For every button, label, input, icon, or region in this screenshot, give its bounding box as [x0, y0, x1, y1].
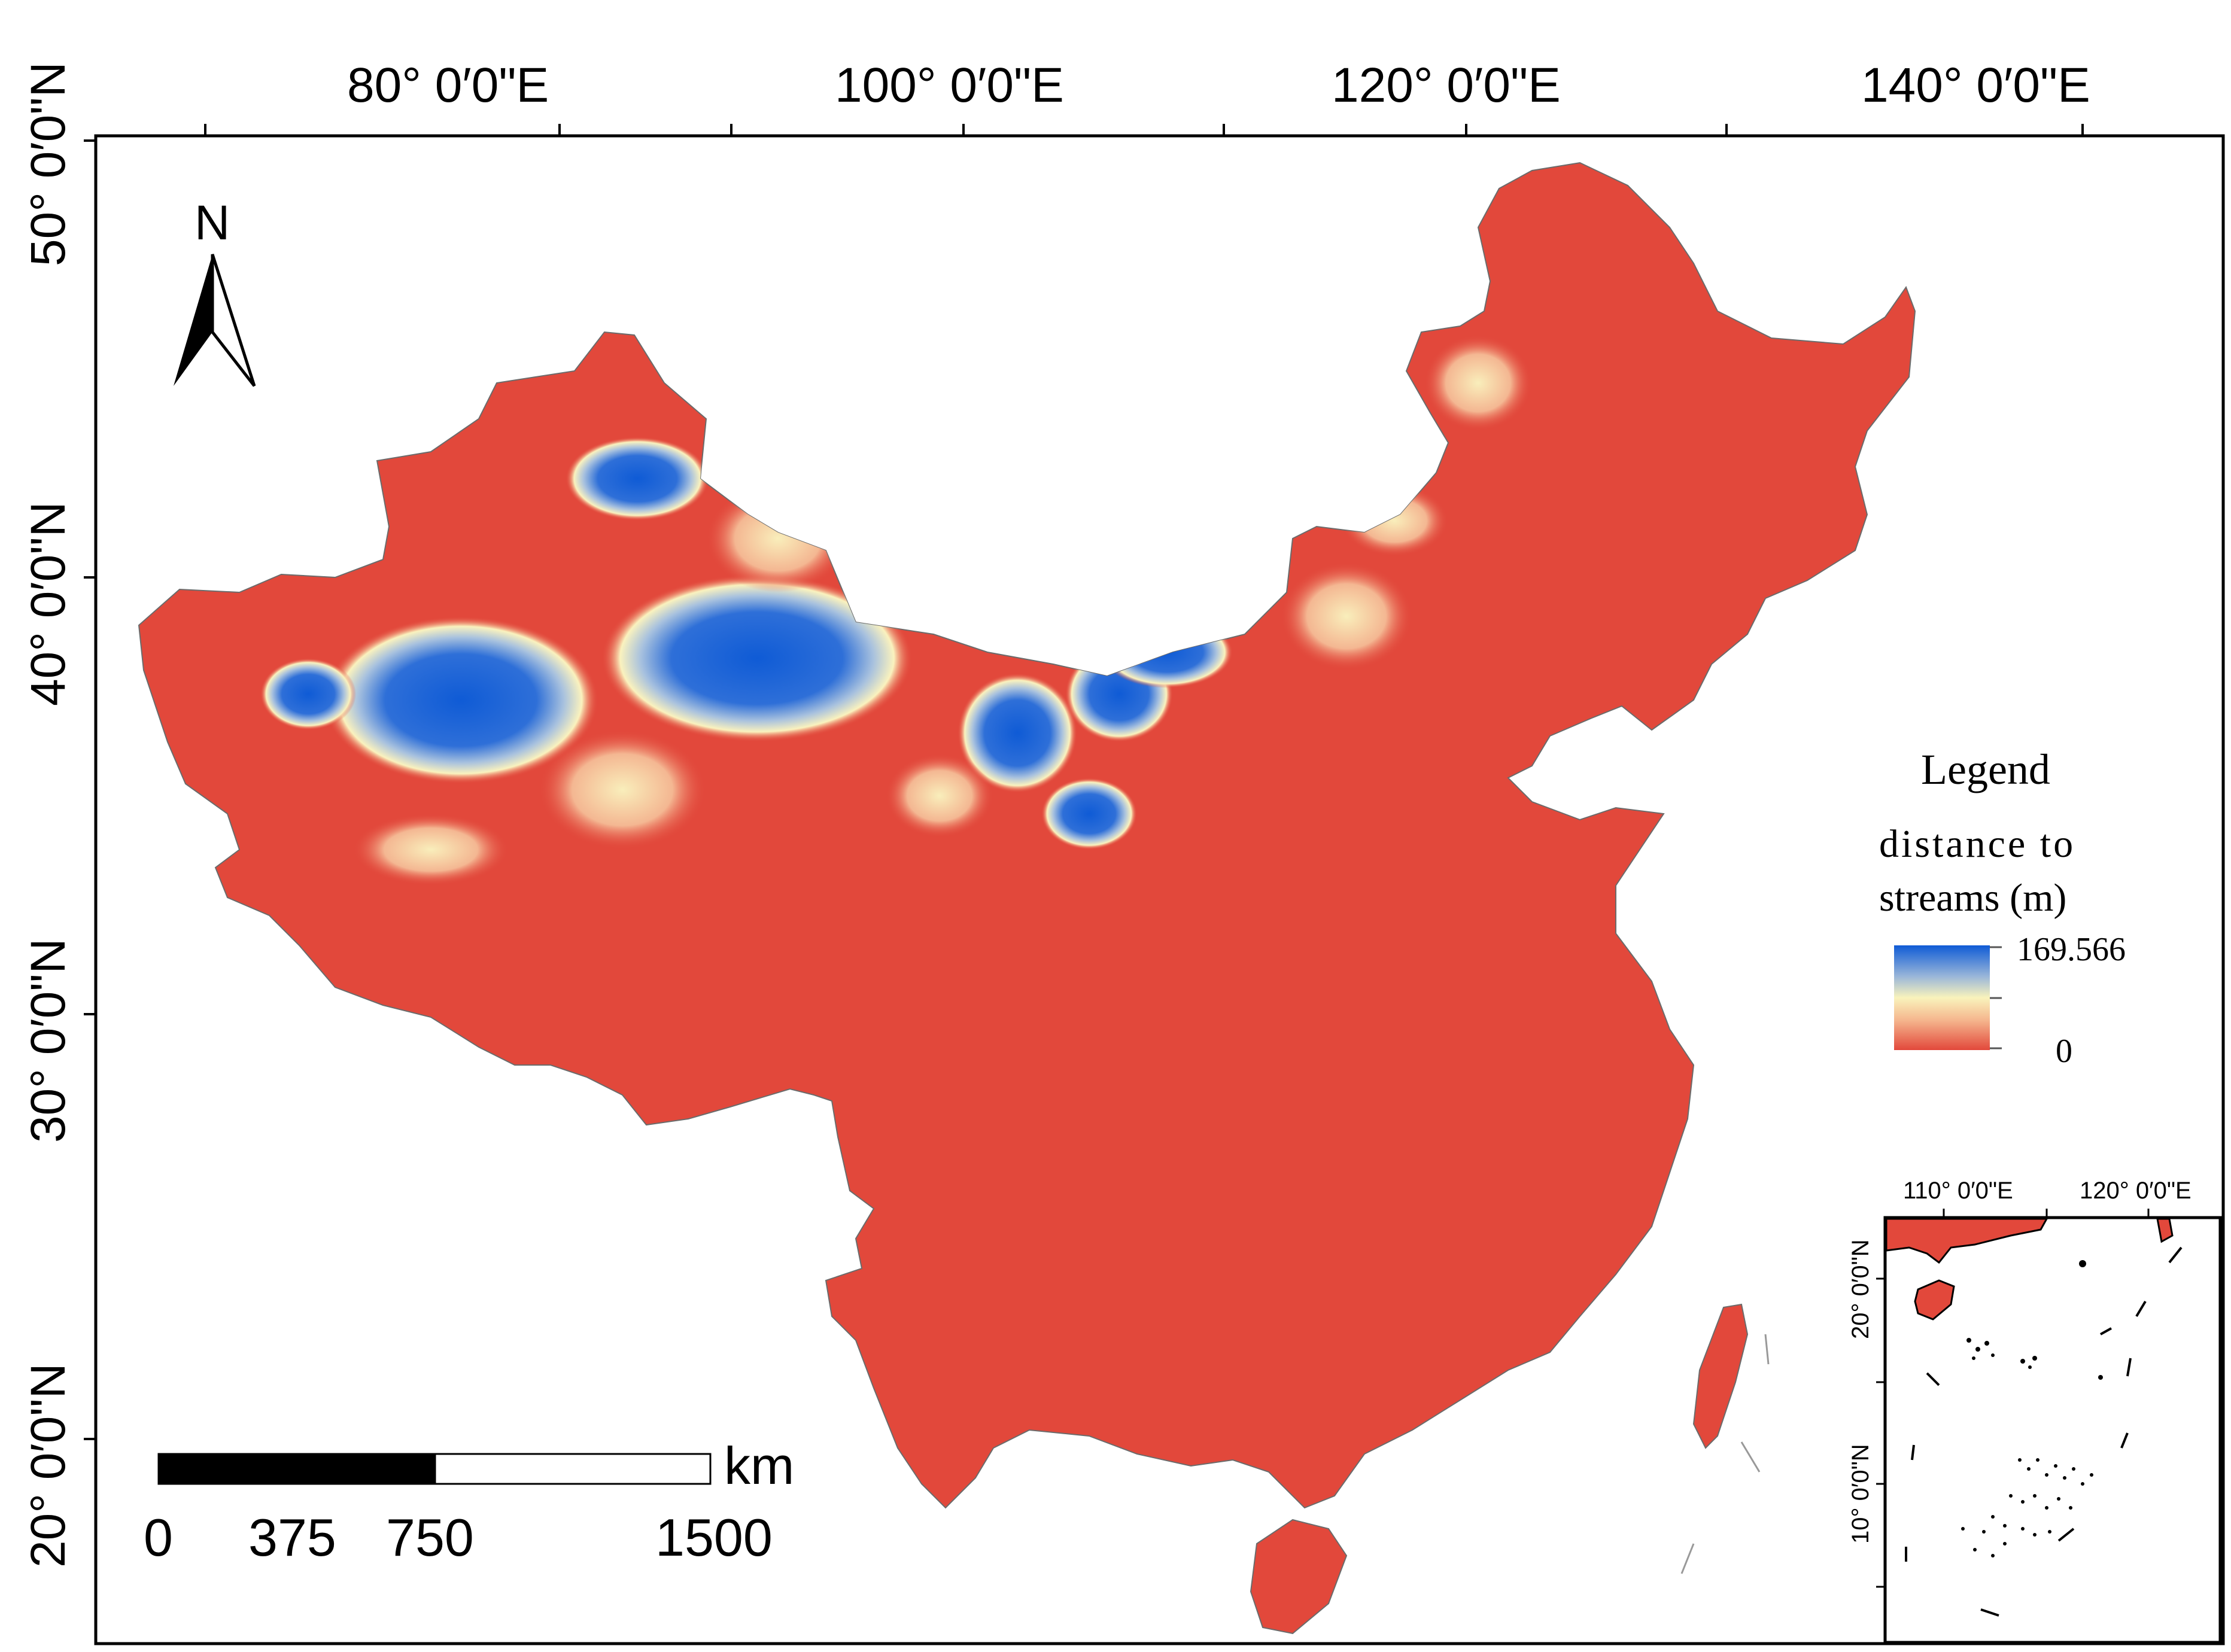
highlight-west-basin: [260, 658, 356, 730]
highlight-pale-7: [886, 754, 993, 838]
inset-longitude-label-120: 120° 0′0"E: [2080, 1178, 2192, 1204]
legend-max-value: 169.566: [2017, 931, 2126, 968]
legend-color-ramp: [1894, 945, 1990, 1050]
legend-title: Legend: [1921, 746, 2050, 793]
inset-taiwan: [2156, 1218, 2174, 1243]
highlight-pale-4: [1424, 335, 1532, 431]
north-arrow-label: N: [194, 196, 230, 250]
inset-latitude-label-20: 20° 0′0"N: [1847, 1239, 1874, 1339]
highlight-pale-1: [539, 730, 706, 850]
latitude-label-40: 40° 0′0"N: [21, 501, 75, 706]
legend-min-value: 0: [2056, 1033, 2072, 1070]
sea-island-marks: [1680, 1334, 1770, 1574]
scale-bar-tick-0: 0: [144, 1508, 173, 1567]
inset-hainan: [1914, 1279, 1955, 1321]
latitude-label-30: 30° 0′0"N: [21, 938, 75, 1143]
highlight-qaidam: [958, 673, 1077, 793]
highlight-loess: [1041, 778, 1137, 850]
north-arrow: N: [174, 196, 256, 387]
inset-map: 110° 0′0"E 120° 0′0"E 20° 0′0"N 10° 0′0"…: [1847, 1178, 2222, 1644]
hainan-island: [1250, 1519, 1348, 1635]
scale-bar-tick-375: 375: [248, 1508, 336, 1567]
latitude-labels: 50° 0′0"N 40° 0′0"N 30° 0′0"N 20° 0′0"N: [21, 62, 75, 1568]
highlight-junggar: [566, 437, 709, 521]
highlight-tarim-basin: [323, 616, 598, 784]
highlight-pale-5: [1341, 485, 1448, 556]
highlight-pale-6: [353, 814, 509, 886]
north-arrow-left-half: [174, 254, 212, 386]
inset-ticks: [1876, 1209, 2150, 1588]
highlight-inner-mongolia: [1101, 616, 1233, 688]
scale-bar-segment-1: [157, 1453, 436, 1485]
longitude-label-100: 100° 0′0"E: [835, 58, 1064, 112]
legend: Legend distance to streams (m) 169.566 0: [1879, 746, 2126, 1070]
longitude-label-120: 120° 0′0"E: [1332, 58, 1561, 112]
north-arrow-right-half: [211, 254, 256, 387]
inset-nine-dash-line: [1905, 1246, 2183, 1617]
latitude-label-50: 50° 0′0"N: [21, 62, 75, 266]
scale-bar-unit: km: [724, 1436, 794, 1495]
scale-bar-tick-1500: 1500: [655, 1508, 773, 1567]
scale-bar-segment-2: [434, 1453, 712, 1485]
longitude-ticks: [204, 124, 2084, 136]
latitude-ticks: [84, 139, 96, 1440]
inset-sea-islands: [1961, 1260, 2103, 1557]
latitude-label-20: 20° 0′0"N: [21, 1363, 75, 1568]
highlight-pale-2: [706, 485, 850, 592]
highlight-alxa: [601, 574, 913, 742]
scale-bar: km 0 375 750 1500: [144, 1436, 794, 1567]
map-frame: [94, 134, 2225, 1645]
scale-bar-tick-750: 750: [386, 1508, 474, 1567]
inset-mainland: [1885, 1218, 2048, 1264]
inset-latitude-label-10: 10° 0′0"N: [1847, 1444, 1874, 1544]
highlight-pale-3: [1281, 562, 1412, 670]
taiwan-island: [1692, 1303, 1749, 1449]
china-raster: [138, 162, 1916, 1635]
legend-field-line2: streams (m): [1879, 876, 2066, 920]
legend-field-line1: distance to: [1879, 822, 2075, 866]
longitude-labels: 80° 0′0"E 100° 0′0"E 120° 0′0"E 140° 0′0…: [347, 58, 2090, 112]
inset-longitude-label-110: 110° 0′0"E: [1903, 1178, 2013, 1204]
longitude-label-140: 140° 0′0"E: [1861, 58, 2090, 112]
longitude-label-80: 80° 0′0"E: [347, 58, 549, 112]
